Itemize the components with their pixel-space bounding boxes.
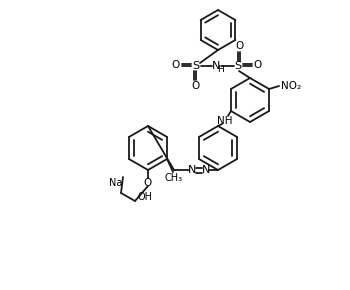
- Text: O: O: [172, 60, 180, 70]
- Text: OH: OH: [138, 192, 153, 202]
- Text: S: S: [193, 61, 200, 71]
- Text: N: N: [212, 61, 220, 71]
- Text: O: O: [254, 60, 262, 70]
- Text: O: O: [191, 81, 199, 91]
- Text: S: S: [234, 61, 241, 71]
- Text: H: H: [218, 66, 224, 75]
- Text: NO₂: NO₂: [281, 81, 301, 91]
- Text: CH₃: CH₃: [165, 173, 183, 183]
- Text: N: N: [202, 165, 210, 175]
- Text: Na: Na: [109, 178, 123, 188]
- Text: N: N: [188, 165, 196, 175]
- Text: NH: NH: [217, 116, 233, 126]
- Text: O: O: [144, 178, 152, 188]
- Text: O: O: [235, 41, 243, 51]
